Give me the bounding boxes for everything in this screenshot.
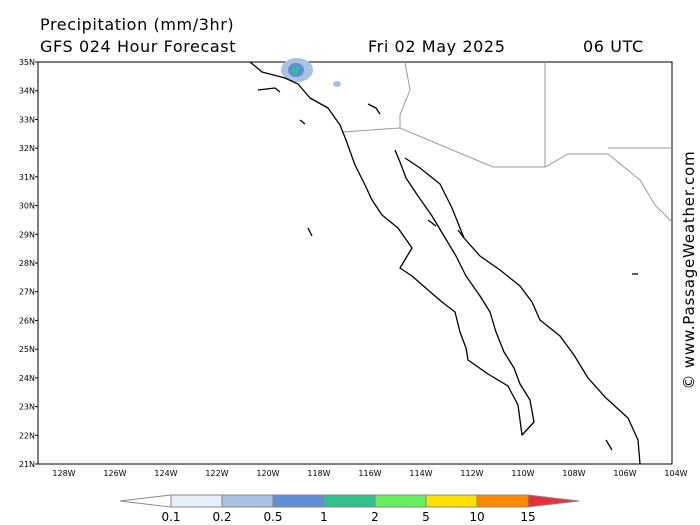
longitude-label: 108W [562, 469, 585, 478]
colorbar-label: 5 [422, 510, 430, 524]
latitude-label: 26N [19, 316, 35, 325]
longitude-labels: 128W 126W 124W 122W 120W 118W 116W 114W 112W 110W… [52, 469, 687, 478]
latitude-label: 30N [19, 202, 35, 211]
us-mexico-border [341, 127, 608, 168]
precip-area [292, 66, 298, 74]
colorbar-segment [374, 494, 427, 508]
longitude-label: 120W [256, 469, 279, 478]
latitude-label: 34N [19, 87, 35, 96]
coastline [249, 61, 641, 465]
colorbar-segment [323, 494, 376, 508]
latitude-label: 31N [19, 173, 35, 182]
island [257, 87, 638, 451]
colorbar-segment [221, 494, 274, 508]
colorbar-segment [476, 494, 529, 508]
longitude-label: 118W [307, 469, 330, 478]
colorbar-arrow [527, 494, 580, 508]
map-title: Precipitation (mm/3hr) [40, 15, 234, 34]
colorbar-segment [425, 494, 478, 508]
longitude-label: 110W [511, 469, 534, 478]
latitude-label: 35N [19, 58, 35, 67]
forecast-date: Fri 02 May 2025 [368, 37, 505, 56]
precip-area [333, 81, 341, 87]
latitude-label: 24N [19, 374, 35, 383]
map-frame [37, 61, 673, 465]
latitude-labels: 35N 34N 33N 32N 31N 30N 29N 28N 27N 26N 25N 24N 23N 2… [19, 58, 38, 469]
colorbar: 0.1 0.2 0.5 1 2 5 10 15 [119, 494, 580, 524]
latitude-label: 21N [19, 460, 35, 469]
longitude-label: 104W [664, 469, 687, 478]
longitude-label: 128W [52, 469, 75, 478]
colorbar-segment [170, 494, 223, 508]
forecast-time: 06 UTC [583, 37, 644, 56]
colorbar-label: 0.2 [212, 510, 231, 524]
colorbar-label: 0.5 [263, 510, 282, 524]
latitude-label: 33N [19, 115, 35, 124]
longitude-label: 124W [154, 469, 177, 478]
colorbar-segment [272, 494, 325, 508]
longitude-label: 114W [409, 469, 432, 478]
colorbar-label: 2 [371, 510, 379, 524]
map-area [37, 58, 673, 465]
longitude-label: 122W [205, 469, 228, 478]
colorbar-label: 10 [469, 510, 484, 524]
colorbar-arrow [119, 494, 172, 508]
longitude-label: 116W [358, 469, 381, 478]
colorbar-label: 15 [520, 510, 535, 524]
latitude-label: 25N [19, 345, 35, 354]
latitude-label: 28N [19, 259, 35, 268]
latitude-label: 27N [19, 288, 35, 297]
longitude-label: 112W [460, 469, 483, 478]
latitude-label: 29N [19, 230, 35, 239]
latitude-label: 23N [19, 403, 35, 412]
longitude-label: 106W [613, 469, 636, 478]
longitude-label: 126W [103, 469, 126, 478]
latitude-label: 22N [19, 431, 35, 440]
latitude-label: 32N [19, 144, 35, 153]
state-border [399, 61, 673, 223]
colorbar-label: 0.1 [161, 510, 180, 524]
map-subtitle: GFS 024 Hour Forecast [40, 37, 236, 56]
colorbar-label: 1 [320, 510, 328, 524]
watermark: © www.PassageWeather.com [680, 151, 698, 390]
